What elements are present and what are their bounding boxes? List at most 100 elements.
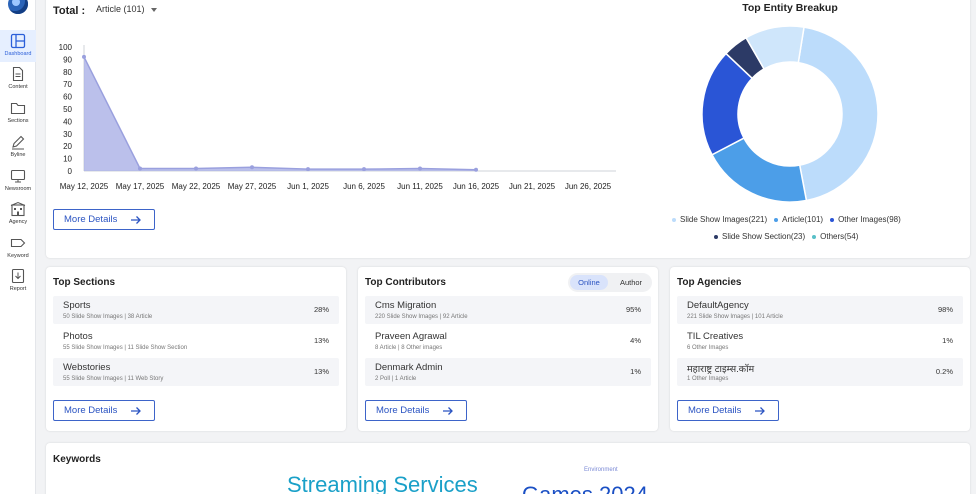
articles-area-chart: 0 10 20 30 40 50 60 70 80 90 100 May 12, 2025 May 17… [59,43,616,191]
sidebar-item-label: Sections [7,118,29,124]
arrow-right-icon [131,407,141,415]
sidebar-item-keyword[interactable]: Keyword [0,232,36,264]
list-item[interactable]: DefaultAgency 221 Slide Show Images | 10… [677,296,963,324]
legend-item: Other Images(98) [830,215,901,224]
toggle-online[interactable]: Online [570,275,608,290]
arrow-right-icon [755,407,765,415]
legend-dot [830,217,835,222]
x-tick-label: Jun 6, 2025 [343,182,385,191]
y-tick-label: 10 [63,155,72,164]
contributors-more-details-button[interactable]: More Details [365,400,467,421]
arrow-right-icon [131,216,141,224]
sidebar-item-dashboard[interactable]: Dashboard [0,30,36,62]
agencies-more-details-button[interactable]: More Details [677,400,779,421]
y-tick-label: 80 [63,68,72,77]
data-point[interactable] [250,165,254,170]
list-item[interactable]: Photos 55 Slide Show Images | 11 Slide S… [63,331,329,351]
toggle-author[interactable]: Author [619,278,643,287]
y-tick-label: 0 [68,167,73,176]
sidebar-item-label: Content [8,84,28,90]
list-item[interactable]: Praveen Agrawal 8 Article | 8 Other imag… [375,331,641,351]
top-contributors-card: Top Contributors Cms Migration 220 Slide… [358,267,658,431]
sidebar-item-content[interactable]: Content [0,63,36,95]
x-tick-label: Jun 16, 2025 [453,182,500,191]
y-tick-label: 30 [63,130,72,139]
sidebar-item-label: Dashboard [4,51,32,57]
data-point[interactable] [362,167,366,172]
app-logo[interactable] [8,0,28,14]
chevron-down-icon [150,7,157,12]
sidebar-item-label: Report [9,286,27,292]
x-tick-label: Jun 26, 2025 [565,182,612,191]
donut-legend-row-2: Slide Show Section(23) Others(54) [714,232,865,241]
x-tick-label: Jun 21, 2025 [509,182,556,191]
keyword-word[interactable]: Games 2024 [522,482,648,494]
list-item[interactable]: Denmark Admin 2 Poll | 1 Article 1% [365,358,651,386]
building-icon [10,201,26,217]
tag-icon [10,238,26,248]
sidebar-item-report[interactable]: Report [0,265,36,297]
x-tick-label: May 22, 2025 [172,182,221,191]
total-label: Total : [53,5,86,17]
monitor-icon [10,169,26,183]
report-icon [11,268,25,284]
legend-dot [672,217,676,222]
legend-item: Others(54) [812,232,858,241]
top-contributors-title: Top Contributors [365,277,446,288]
top-sections-card: Top Sections Sports 50 Slide Show Images… [46,267,346,431]
data-point[interactable] [474,167,478,172]
sidebar-item-label: Agency [8,219,28,225]
legend-item: Slide Show Section(23) [714,232,805,241]
folder-icon [10,102,26,115]
y-tick-label: 60 [63,93,72,102]
series-area [84,56,476,171]
arrow-right-icon [443,407,453,415]
series-line [83,56,477,171]
keyword-word[interactable]: Environment [584,467,618,473]
sidebar-item-agency[interactable]: Agency [0,198,36,230]
list-item[interactable]: Sports 50 Slide Show Images | 38 Article… [53,296,339,324]
y-tick-label: 40 [63,117,72,126]
top-agencies-card: Top Agencies DefaultAgency 221 Slide Sho… [670,267,970,431]
sidebar-item-byline[interactable]: Byline [0,131,36,163]
list-item[interactable]: TIL Creatives 6 Other Images 1% [687,331,953,351]
data-point[interactable] [82,54,86,59]
sections-more-details-button[interactable]: More Details [53,400,155,421]
list-item[interactable]: Webstories 55 Slide Show Images | 11 Web… [53,358,339,386]
list-item[interactable]: महाराष्ट्र टाइम्स.कॉम 1 Other Images 0.2… [677,358,963,386]
data-point[interactable] [138,166,142,171]
keywords-card: Keywords [46,443,970,494]
dashboard-icon [10,33,26,49]
data-point[interactable] [194,166,198,171]
x-tick-label: Jun 1, 2025 [287,182,329,191]
y-tick-label: 90 [63,55,72,64]
sidebar: Dashboard Content Sections Byline Newsro… [0,0,36,494]
keyword-word[interactable]: Streaming Services [287,472,478,494]
x-tick-label: May 17, 2025 [116,182,165,191]
top-sections-title: Top Sections [53,277,116,288]
document-icon [12,66,24,82]
donut-slice[interactable] [745,25,805,70]
legend-item: Article(101) [774,215,823,224]
legend-dot [714,234,718,239]
y-tick-label: 70 [63,80,72,89]
content-type-dropdown[interactable]: Article (101) [96,4,157,14]
content-type-value: Article (101) [96,4,145,14]
sidebar-item-sections[interactable]: Sections [0,97,36,129]
sidebar-item-label: Newsroom [4,186,32,192]
x-tick-label: May 12, 2025 [60,182,109,191]
more-details-label: More Details [64,214,118,225]
entity-breakup-donut [701,25,879,203]
legend-dot [812,234,817,239]
data-point[interactable] [418,166,422,171]
sidebar-item-label: Byline [10,152,26,158]
x-tick-label: Jun 11, 2025 [397,182,443,191]
sidebar-item-newsroom[interactable]: Newsroom [0,165,36,197]
sidebar-item-label: Keyword [7,253,29,259]
data-point[interactable] [306,167,310,172]
overview-more-details-button[interactable]: More Details [53,209,155,230]
list-item[interactable]: Cms Migration 220 Slide Show Images | 92… [365,296,651,324]
donut-slice[interactable] [797,26,879,202]
keywords-title: Keywords [53,454,101,465]
y-tick-label: 20 [63,142,72,151]
